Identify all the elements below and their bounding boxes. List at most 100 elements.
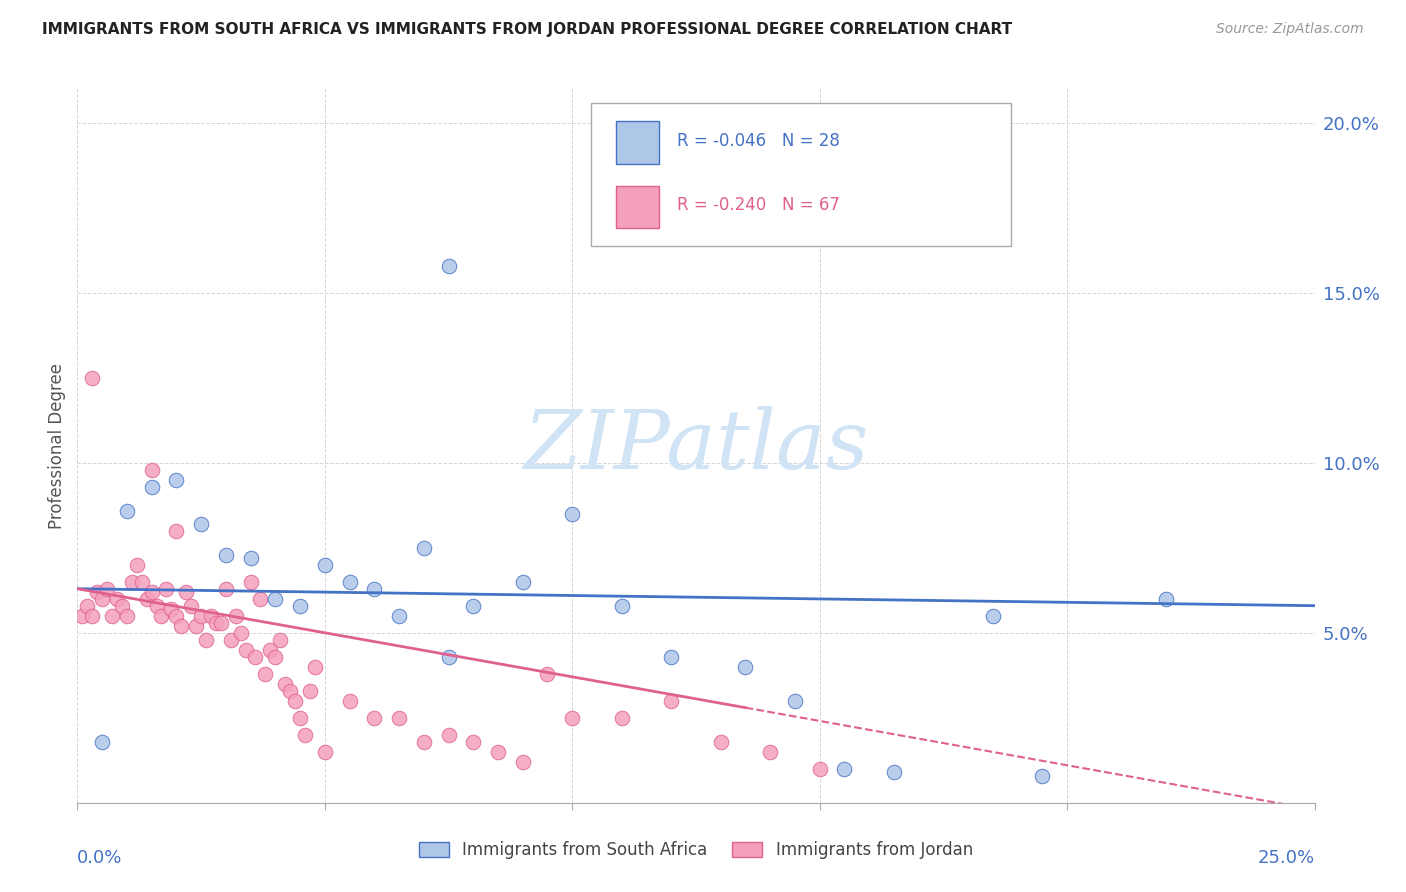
Point — [150, 608, 173, 623]
Point — [259, 643, 281, 657]
Point — [219, 632, 242, 647]
Point — [463, 734, 485, 748]
Point — [1154, 591, 1177, 606]
Point — [165, 524, 187, 538]
Point — [264, 649, 287, 664]
Point — [981, 608, 1004, 623]
Point — [486, 745, 509, 759]
Point — [437, 728, 460, 742]
Point — [412, 541, 434, 555]
Point — [165, 608, 187, 623]
Point — [1031, 769, 1053, 783]
Point — [783, 694, 806, 708]
Point — [339, 694, 361, 708]
Point — [239, 551, 262, 566]
Point — [111, 599, 134, 613]
Text: 0.0%: 0.0% — [77, 849, 122, 867]
Point — [249, 591, 271, 606]
Point — [284, 694, 307, 708]
Point — [463, 599, 485, 613]
Point — [121, 574, 143, 589]
Point — [82, 371, 104, 385]
Point — [190, 517, 212, 532]
Point — [388, 711, 411, 725]
Point — [195, 632, 218, 647]
Point — [274, 677, 297, 691]
Point — [314, 745, 336, 759]
Point — [412, 734, 434, 748]
Point — [561, 711, 583, 725]
Point — [145, 599, 167, 613]
Point — [135, 591, 157, 606]
Point — [269, 632, 291, 647]
Point — [174, 585, 197, 599]
Point — [239, 574, 262, 589]
Point — [437, 259, 460, 273]
Point — [105, 591, 128, 606]
Point — [834, 762, 856, 776]
Point — [264, 591, 287, 606]
Point — [363, 711, 385, 725]
Point — [235, 643, 257, 657]
Point — [659, 694, 682, 708]
Point — [304, 660, 326, 674]
Text: Source: ZipAtlas.com: Source: ZipAtlas.com — [1216, 22, 1364, 37]
Point — [125, 558, 148, 572]
Point — [86, 585, 108, 599]
Point — [512, 574, 534, 589]
Point — [215, 548, 238, 562]
Point — [205, 615, 228, 630]
Point — [659, 649, 682, 664]
Point — [96, 582, 118, 596]
Point — [200, 608, 222, 623]
Point — [561, 507, 583, 521]
Point — [339, 574, 361, 589]
Point — [180, 599, 202, 613]
Point — [115, 608, 138, 623]
FancyBboxPatch shape — [616, 121, 659, 164]
Point — [512, 755, 534, 769]
Point — [314, 558, 336, 572]
Point — [131, 574, 153, 589]
Point — [278, 683, 301, 698]
Text: 25.0%: 25.0% — [1257, 849, 1315, 867]
Point — [759, 745, 782, 759]
Point — [288, 599, 311, 613]
Point — [437, 649, 460, 664]
Point — [160, 602, 183, 616]
Point — [883, 765, 905, 780]
Point — [165, 473, 187, 487]
Point — [190, 608, 212, 623]
Text: R = -0.240   N = 67: R = -0.240 N = 67 — [678, 196, 841, 214]
Point — [710, 734, 733, 748]
Point — [363, 582, 385, 596]
Point — [734, 660, 756, 674]
Point — [288, 711, 311, 725]
Point — [82, 608, 104, 623]
Point — [225, 608, 247, 623]
Text: ZIPatlas: ZIPatlas — [523, 406, 869, 486]
Point — [536, 666, 558, 681]
Point — [101, 608, 124, 623]
Point — [184, 619, 207, 633]
Point — [141, 463, 163, 477]
Point — [155, 582, 177, 596]
Point — [91, 591, 114, 606]
Point — [808, 762, 831, 776]
Legend: Immigrants from South Africa, Immigrants from Jordan: Immigrants from South Africa, Immigrants… — [412, 835, 980, 866]
Text: R = -0.046   N = 28: R = -0.046 N = 28 — [678, 132, 841, 150]
Point — [170, 619, 193, 633]
Point — [91, 734, 114, 748]
Point — [610, 599, 633, 613]
Point — [72, 608, 94, 623]
Text: IMMIGRANTS FROM SOUTH AFRICA VS IMMIGRANTS FROM JORDAN PROFESSIONAL DEGREE CORRE: IMMIGRANTS FROM SOUTH AFRICA VS IMMIGRAN… — [42, 22, 1012, 37]
Point — [298, 683, 321, 698]
Point — [388, 608, 411, 623]
Y-axis label: Professional Degree: Professional Degree — [48, 363, 66, 529]
FancyBboxPatch shape — [591, 103, 1011, 246]
Point — [245, 649, 267, 664]
Point — [254, 666, 277, 681]
FancyBboxPatch shape — [616, 186, 659, 228]
Point — [610, 711, 633, 725]
Point — [209, 615, 232, 630]
